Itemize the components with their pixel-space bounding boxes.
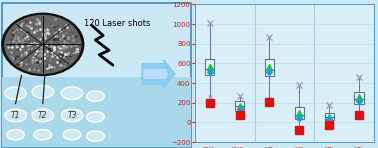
Ellipse shape xyxy=(87,131,104,141)
Bar xyxy=(294,107,304,119)
Ellipse shape xyxy=(34,130,51,140)
Ellipse shape xyxy=(5,109,26,122)
Text: T2: T2 xyxy=(38,111,48,120)
FancyArrow shape xyxy=(142,60,175,88)
Ellipse shape xyxy=(87,112,104,122)
Ellipse shape xyxy=(5,87,26,99)
Text: 120 Laser shots: 120 Laser shots xyxy=(84,19,150,28)
Ellipse shape xyxy=(61,87,83,99)
Circle shape xyxy=(5,16,81,73)
Bar xyxy=(325,113,334,120)
FancyArrow shape xyxy=(144,70,167,78)
FancyBboxPatch shape xyxy=(2,3,191,147)
Ellipse shape xyxy=(7,130,24,140)
Text: T1: T1 xyxy=(11,111,20,120)
Circle shape xyxy=(2,13,84,75)
Bar xyxy=(355,92,364,104)
Text: T3: T3 xyxy=(67,111,77,120)
Ellipse shape xyxy=(32,109,54,122)
FancyBboxPatch shape xyxy=(2,77,191,147)
Ellipse shape xyxy=(87,91,104,101)
Ellipse shape xyxy=(63,130,81,140)
Bar xyxy=(235,101,244,111)
Bar xyxy=(205,59,214,75)
Ellipse shape xyxy=(32,85,54,98)
Bar xyxy=(265,59,274,76)
Ellipse shape xyxy=(61,109,83,122)
